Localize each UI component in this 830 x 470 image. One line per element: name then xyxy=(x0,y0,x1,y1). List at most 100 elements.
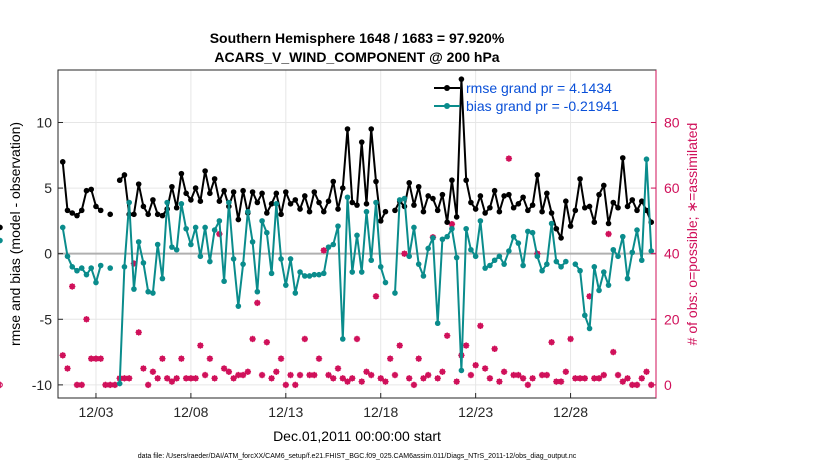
bias-point xyxy=(330,241,337,248)
rmse-point xyxy=(0,224,3,231)
obs-possible-marker xyxy=(638,375,645,382)
rmse-point xyxy=(430,195,436,202)
obs-possible-marker xyxy=(178,355,185,362)
bias-point xyxy=(529,229,536,236)
obs-possible-marker xyxy=(297,372,303,378)
y-tick-label-right: 60 xyxy=(664,180,680,196)
rmse-point xyxy=(83,187,90,194)
rmse-point xyxy=(301,193,308,199)
bias-point xyxy=(544,261,550,267)
rmse-point xyxy=(629,197,636,203)
legend: rmse grand pr = 4.1434 bias grand pr = -… xyxy=(434,80,619,114)
rmse-point xyxy=(453,214,460,220)
bias-point xyxy=(643,156,650,163)
bias-point xyxy=(539,267,545,274)
bias-point xyxy=(472,253,479,260)
bias-point xyxy=(235,303,242,309)
bias-point xyxy=(230,256,237,262)
rmse-point xyxy=(259,190,265,197)
rmse-point xyxy=(572,207,579,214)
obs-possible-marker xyxy=(463,342,470,349)
bias-point xyxy=(126,199,132,206)
rmse-point xyxy=(235,216,242,223)
obs-possible-marker xyxy=(316,355,322,362)
obs-possible-marker xyxy=(453,378,460,385)
rmse-point xyxy=(74,212,80,219)
rmse-point xyxy=(202,168,208,174)
rmse-point xyxy=(230,189,237,195)
y-tick-label-left: 5 xyxy=(44,180,52,196)
bias-point xyxy=(634,227,640,233)
rmse-point xyxy=(135,181,142,187)
obs-possible-marker xyxy=(64,365,71,372)
bias-point xyxy=(624,275,631,282)
obs-possible-marker xyxy=(496,378,503,385)
rmse-point xyxy=(173,204,180,211)
bias-point xyxy=(320,270,327,277)
rmse-point xyxy=(482,210,488,216)
obs-possible-marker xyxy=(330,375,337,382)
bias-point xyxy=(430,235,436,241)
rmse-point xyxy=(610,199,617,206)
obs-possible-marker xyxy=(202,372,208,378)
bias-point xyxy=(501,261,507,267)
rmse-point xyxy=(634,207,640,214)
obs-possible-marker xyxy=(344,378,351,385)
x-tick-label: 12/13 xyxy=(268,404,303,420)
obs-possible-marker xyxy=(325,372,332,378)
legend-bias-marker xyxy=(444,103,450,109)
bias-point xyxy=(135,239,142,245)
rmse-point xyxy=(69,210,76,216)
obs-possible-marker xyxy=(520,375,526,382)
rmse-point xyxy=(107,211,114,218)
obs-possible-marker xyxy=(468,372,474,378)
bias-point xyxy=(520,262,526,269)
bias-point xyxy=(297,269,303,275)
rmse-point xyxy=(529,202,536,208)
rmse-point xyxy=(605,220,612,227)
rmse-point xyxy=(487,204,493,211)
y-tick-label-left: -10 xyxy=(32,377,52,393)
rmse-point xyxy=(197,198,204,204)
obs-possible-marker xyxy=(197,342,204,349)
obs-possible-marker xyxy=(320,247,327,254)
bias-point xyxy=(396,197,403,203)
bias-point xyxy=(406,253,413,260)
obs-possible-marker xyxy=(268,375,275,382)
obs-possible-marker xyxy=(173,375,180,382)
obs-possible-marker xyxy=(282,382,289,388)
bias-point xyxy=(154,241,161,248)
obs-possible-marker xyxy=(411,382,417,388)
chart-title-line1: Southern Hemisphere 1648 / 1683 = 97.920… xyxy=(210,30,505,46)
obs-possible-marker xyxy=(506,155,512,162)
rmse-point xyxy=(373,178,379,185)
bias-point xyxy=(268,270,275,277)
obs-possible-marker xyxy=(169,378,175,385)
bias-point xyxy=(525,228,531,235)
bias-point xyxy=(335,223,341,229)
y-axis-left-label: rmse and bias (model - observation) xyxy=(7,122,23,346)
rmse-point xyxy=(582,204,588,211)
rmse-point xyxy=(544,190,550,197)
rmse-point xyxy=(268,201,275,207)
rmse-point xyxy=(88,186,95,193)
obs-possible-marker xyxy=(78,382,85,388)
bias-point xyxy=(468,246,474,253)
rmse-point xyxy=(93,203,99,210)
rmse-point xyxy=(506,191,512,198)
obs-possible-marker xyxy=(159,355,166,362)
y-tick-label-left: 0 xyxy=(44,246,52,262)
rmse-point xyxy=(335,206,341,212)
bias-point xyxy=(444,233,450,240)
bias-point xyxy=(411,224,417,231)
bias-point xyxy=(415,261,422,267)
obs-possible-marker xyxy=(335,365,341,372)
obs-possible-marker xyxy=(624,375,631,382)
rmse-point xyxy=(382,208,389,215)
obs-possible-marker xyxy=(600,372,607,378)
rmse-point xyxy=(169,183,175,190)
obs-possible-marker xyxy=(373,293,379,300)
obs-possible-marker xyxy=(515,372,522,378)
bias-point xyxy=(316,271,322,278)
rmse-point xyxy=(558,235,564,241)
